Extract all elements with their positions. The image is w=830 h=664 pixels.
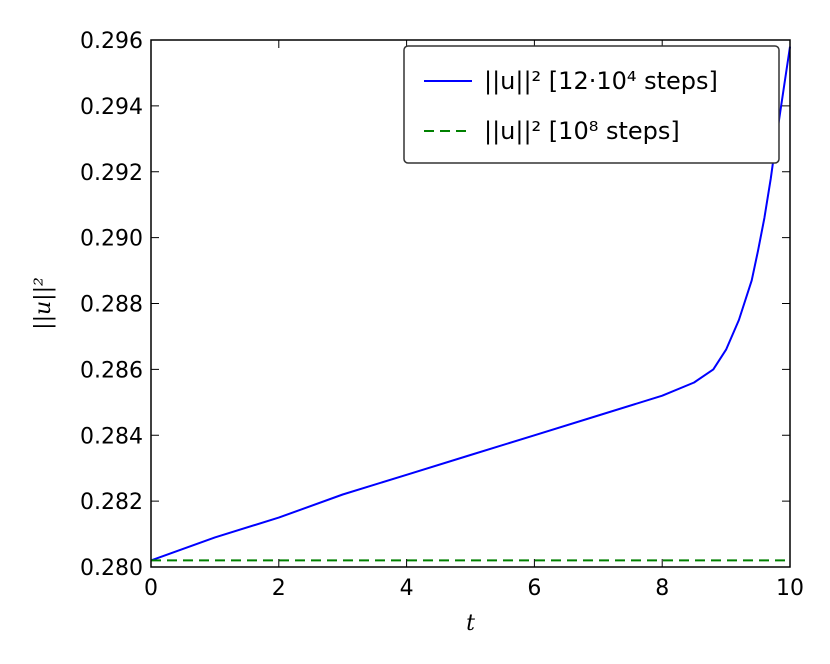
y-tick-label: 0.280 xyxy=(80,556,143,581)
legend-label-0: ||u||² [12·10⁴ steps] xyxy=(484,67,718,95)
x-tick-label: 10 xyxy=(776,576,804,601)
x-tick-label: 6 xyxy=(527,576,541,601)
y-tick-label: 0.284 xyxy=(80,424,143,449)
x-axis-ticks: 0 2 4 6 8 10 xyxy=(144,40,804,601)
legend: ||u||² [12·10⁴ steps] ||u||² [10⁸ steps] xyxy=(403,45,780,164)
y-axis-ticks: 0.280 0.282 0.284 0.286 0.288 0.290 0.292 0.294… xyxy=(80,29,790,581)
y-tick-label: 0.296 xyxy=(80,29,143,54)
x-tick-label: 8 xyxy=(655,576,669,601)
y-tick-label: 0.294 xyxy=(80,95,143,120)
y-axis-label: ||u||² xyxy=(31,277,56,330)
legend-label-1: ||u||² [10⁸ steps] xyxy=(484,117,680,145)
x-axis-label: t xyxy=(466,611,475,636)
x-tick-label: 2 xyxy=(272,576,286,601)
x-tick-label: 4 xyxy=(400,576,414,601)
x-tick-label: 0 xyxy=(144,576,158,601)
series-layer xyxy=(150,46,791,562)
y-tick-label: 0.286 xyxy=(80,358,143,383)
y-tick-label: 0.290 xyxy=(80,227,143,252)
legend-box xyxy=(403,45,780,164)
y-tick-label: 0.288 xyxy=(80,293,143,318)
y-tick-label: 0.292 xyxy=(80,161,143,186)
y-tick-label: 0.282 xyxy=(80,490,143,515)
series-line-0 xyxy=(150,46,791,562)
